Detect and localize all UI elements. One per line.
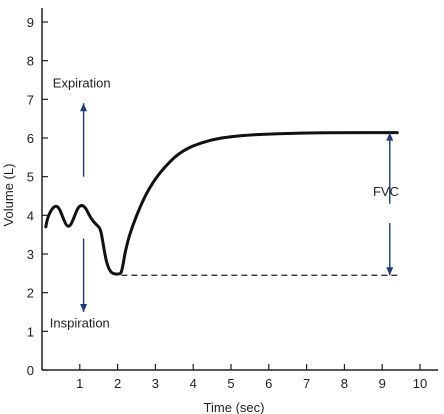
x-tick-label: 4 bbox=[190, 376, 197, 391]
y-axis-title: Volume (L) bbox=[1, 164, 16, 227]
x-tick-label: 3 bbox=[152, 376, 159, 391]
y-tick-label: 2 bbox=[27, 286, 34, 301]
y-tick-label: 1 bbox=[27, 324, 34, 339]
x-tick-label: 9 bbox=[379, 376, 386, 391]
x-tick-label: 10 bbox=[413, 376, 427, 391]
y-tick-label: 7 bbox=[27, 92, 34, 107]
volume-curve bbox=[44, 131, 399, 276]
inspiration-arrow bbox=[80, 238, 88, 312]
y-tick-label: 8 bbox=[27, 54, 34, 69]
annotation-inspiration: Inspiration bbox=[50, 315, 110, 330]
x-axis-title: Time (sec) bbox=[204, 400, 265, 414]
x-tick-label: 5 bbox=[227, 376, 234, 391]
arrow-head bbox=[80, 304, 88, 312]
arrow-head bbox=[386, 267, 394, 276]
series-layer bbox=[44, 131, 399, 276]
expiration-arrow bbox=[80, 103, 88, 177]
annotation-expiration: Expiration bbox=[53, 76, 111, 91]
fvc-arrow-down bbox=[386, 223, 394, 276]
y-tick-label: 5 bbox=[27, 170, 34, 185]
x-tick-label: 6 bbox=[265, 376, 272, 391]
fvc-arrow-up bbox=[386, 132, 394, 204]
y-tick-label: 4 bbox=[27, 208, 34, 223]
x-tick-label: 8 bbox=[341, 376, 348, 391]
y-ticks: 0 1 2 3 4 5 6 7 8 9 bbox=[27, 15, 48, 378]
y-tick-label: 6 bbox=[27, 131, 34, 146]
annotation-layer: Expiration Inspiration FVC bbox=[50, 76, 399, 331]
x-tick-label: 1 bbox=[76, 376, 83, 391]
y-tick-label: 9 bbox=[27, 15, 34, 30]
arrow-head bbox=[386, 132, 394, 141]
x-ticks: 1 2 3 4 5 6 7 8 9 10 bbox=[76, 364, 427, 391]
x-tick-label: 7 bbox=[303, 376, 310, 391]
y-tick-label: 3 bbox=[27, 247, 34, 262]
x-tick-label: 2 bbox=[114, 376, 121, 391]
arrow-head bbox=[80, 103, 88, 112]
y-tick-label: 0 bbox=[27, 363, 34, 378]
annotation-fvc: FVC bbox=[373, 184, 399, 199]
arrow-layer bbox=[80, 103, 394, 312]
